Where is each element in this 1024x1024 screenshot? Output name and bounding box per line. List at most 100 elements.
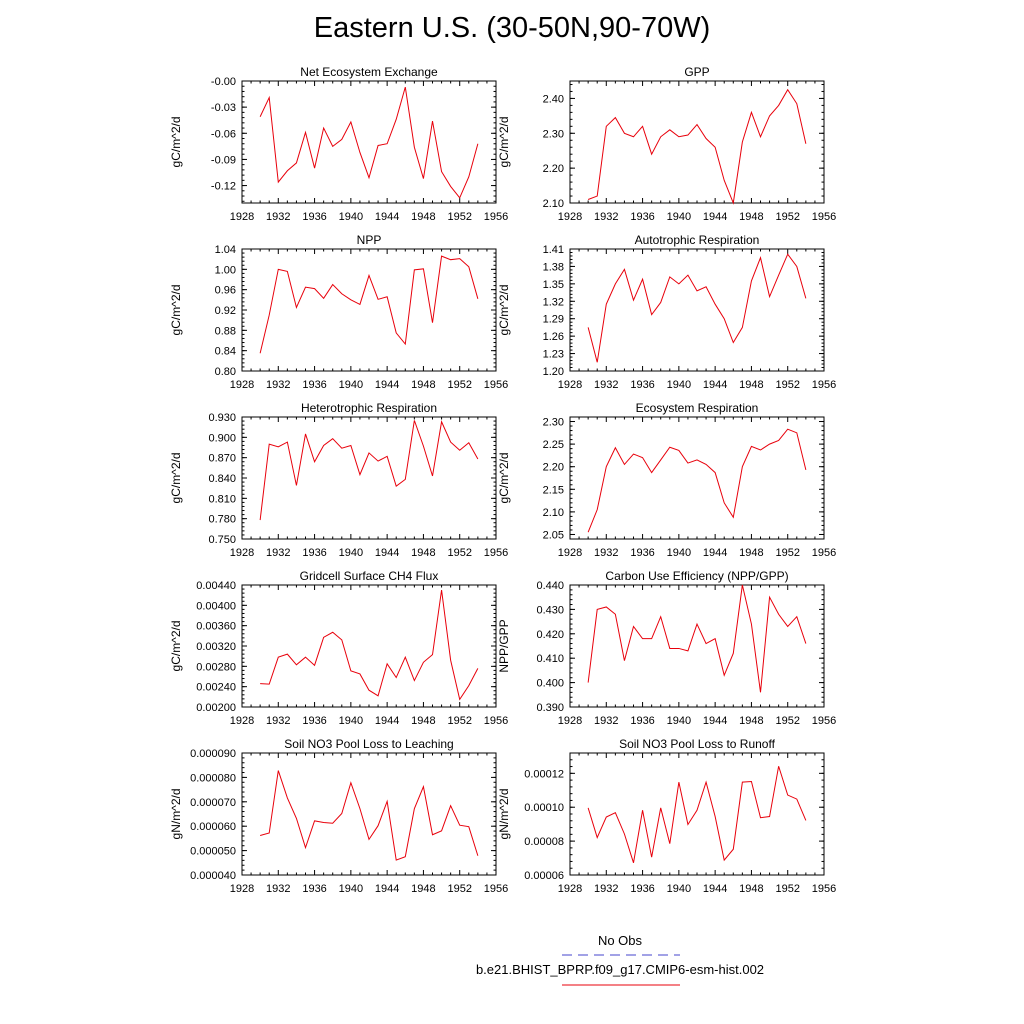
y-tick-label: -0.06 <box>211 128 236 140</box>
series-line <box>259 255 479 354</box>
panel-title: Soil NO3 Pool Loss to Runoff <box>619 737 776 751</box>
y-tick-label: 0.870 <box>208 453 236 465</box>
y-tick-label: 0.000050 <box>190 846 236 858</box>
y-axis-label: NPP/GPP <box>497 619 511 672</box>
y-tick-label: 0.00280 <box>196 661 236 673</box>
y-tick-label: 0.00400 <box>196 600 236 612</box>
x-tick-label: 1936 <box>630 379 654 391</box>
x-tick-label: 1936 <box>630 547 654 559</box>
x-tick-label: 1944 <box>703 715 727 727</box>
x-tick-label: 1948 <box>739 379 763 391</box>
y-tick-label: -0.12 <box>211 181 236 193</box>
y-tick-label: 0.00006 <box>524 870 564 882</box>
x-tick-label: 1928 <box>558 883 582 895</box>
y-tick-label: 1.20 <box>543 366 564 378</box>
y-tick-label: 2.40 <box>543 93 564 105</box>
y-axis-label: gC/m^2/d <box>169 117 183 168</box>
x-tick-label: 1944 <box>703 379 727 391</box>
x-tick-label: 1932 <box>266 211 290 223</box>
series-line <box>260 770 479 861</box>
series-line <box>587 428 807 533</box>
panel-title: Soil NO3 Pool Loss to Leaching <box>284 737 453 751</box>
y-tick-label: 0.00440 <box>196 580 236 592</box>
panel-frame <box>241 248 497 372</box>
x-tick-label: 1952 <box>775 715 799 727</box>
y-axis-label: gC/m^2/d <box>497 117 511 168</box>
y-tick-label: 0.84 <box>215 346 236 358</box>
x-tick-label: 1952 <box>447 883 471 895</box>
x-tick-label: 1928 <box>558 379 582 391</box>
x-tick-label: 1928 <box>558 211 582 223</box>
x-tick-label: 1956 <box>812 883 836 895</box>
x-tick-label: 1928 <box>230 211 254 223</box>
y-tick-label: 0.410 <box>536 653 564 665</box>
x-tick-label: 1940 <box>339 379 363 391</box>
y-tick-label: 0.00012 <box>524 768 564 780</box>
y-axis-label: gC/m^2/d <box>169 621 183 672</box>
x-tick-label: 1948 <box>411 715 435 727</box>
x-tick-label: 1932 <box>594 379 618 391</box>
x-tick-label: 1932 <box>266 379 290 391</box>
panel-frame <box>569 584 825 708</box>
y-tick-label: 0.00010 <box>524 802 564 814</box>
x-tick-label: 1956 <box>812 211 836 223</box>
panel-frame <box>241 416 497 540</box>
panel-frame <box>241 80 497 204</box>
x-tick-label: 1948 <box>411 379 435 391</box>
x-tick-label: 1936 <box>302 211 326 223</box>
panel-title: Carbon Use Efficiency (NPP/GPP) <box>605 569 788 583</box>
y-tick-label: 0.000080 <box>190 772 236 784</box>
x-tick-label: 1956 <box>484 379 508 391</box>
y-tick-label: 0.000090 <box>190 748 236 760</box>
panel-title: Ecosystem Respiration <box>636 401 759 415</box>
y-tick-label: 0.400 <box>536 678 564 690</box>
x-tick-label: 1928 <box>230 715 254 727</box>
y-axis-label: gC/m^2/d <box>169 453 183 504</box>
x-tick-label: 1944 <box>375 547 399 559</box>
y-axis-label: gC/m^2/d <box>497 285 511 336</box>
x-tick-label: 1940 <box>667 211 691 223</box>
panel-frame <box>569 752 825 876</box>
x-tick-label: 1944 <box>703 547 727 559</box>
y-tick-label: 0.00008 <box>524 836 564 848</box>
x-tick-label: 1936 <box>302 883 326 895</box>
x-tick-label: 1952 <box>775 547 799 559</box>
x-tick-label: 1956 <box>484 715 508 727</box>
y-tick-label: 0.750 <box>208 534 236 546</box>
y-tick-label: 0.88 <box>215 325 236 337</box>
x-tick-label: 1952 <box>775 379 799 391</box>
y-tick-label: 0.80 <box>215 366 236 378</box>
x-tick-label: 1932 <box>594 883 618 895</box>
panel-title: Autotrophic Respiration <box>635 233 760 247</box>
panel-3: NPP gC/m^2/d 1928 1932 1936 1940 1944 1948 1952 1… <box>169 233 508 391</box>
panel-1: Net Ecosystem Exchange gC/m^2/d 1928 1932 19… <box>169 65 508 223</box>
x-tick-label: 1932 <box>594 211 618 223</box>
panel-frame <box>569 248 825 372</box>
legend-label-model: b.e21.BHIST_BPRP.f09_g17.CMIP6-esm-hist.… <box>476 962 764 977</box>
y-tick-label: 0.440 <box>536 580 564 592</box>
panel-title: Heterotrophic Respiration <box>301 401 437 415</box>
y-tick-label: 1.38 <box>543 261 564 273</box>
panel-title: Net Ecosystem Exchange <box>300 65 438 79</box>
x-tick-label: 1936 <box>302 715 326 727</box>
x-tick-label: 1940 <box>667 547 691 559</box>
x-tick-label: 1956 <box>812 715 836 727</box>
x-tick-label: 1948 <box>739 715 763 727</box>
x-tick-label: 1928 <box>230 547 254 559</box>
x-tick-label: 1936 <box>302 379 326 391</box>
x-tick-label: 1940 <box>339 883 363 895</box>
y-tick-label: 2.10 <box>543 507 564 519</box>
x-tick-label: 1948 <box>411 211 435 223</box>
y-axis-label: gN/m^2/d <box>169 789 183 840</box>
panel-title: GPP <box>684 65 709 79</box>
panel-frame <box>569 416 825 540</box>
y-tick-label: 1.32 <box>543 296 564 308</box>
y-tick-label: 0.810 <box>208 493 236 505</box>
x-tick-label: 1928 <box>558 547 582 559</box>
y-tick-label: 1.41 <box>543 244 564 256</box>
x-tick-label: 1956 <box>484 211 508 223</box>
y-tick-label: 0.420 <box>536 629 564 641</box>
x-tick-label: 1952 <box>447 211 471 223</box>
x-tick-label: 1952 <box>447 547 471 559</box>
y-tick-label: 0.780 <box>208 514 236 526</box>
